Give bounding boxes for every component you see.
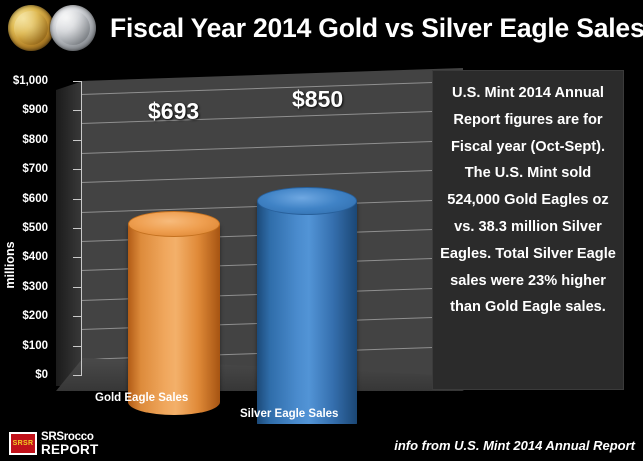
chart-title: Fiscal Year 2014 Gold vs Silver Eagle Sa…	[110, 13, 643, 43]
y-axis-tick	[73, 139, 82, 141]
y-axis-tick-label: $100	[22, 339, 48, 352]
gridline	[81, 139, 463, 154]
logo-mark-text: SRSR	[12, 440, 34, 447]
y-axis-tick-label: $600	[22, 192, 48, 205]
logo-line-2: REPORT	[41, 442, 99, 457]
y-axis-tick	[73, 316, 82, 318]
y-axis-tick-label: $200	[22, 310, 48, 323]
y-axis-tick-label: $0	[35, 369, 48, 381]
plot-area	[52, 58, 464, 437]
y-axis-tick-label: $800	[22, 133, 48, 146]
bar-value-label: $693	[148, 98, 200, 124]
logo-line-1: SRSrocco	[41, 431, 94, 443]
bar-cylinder	[128, 211, 220, 415]
gridline	[81, 110, 463, 125]
y-axis-tick	[73, 169, 82, 171]
y-axis-tick-label: $1,000	[12, 75, 48, 87]
y-axis-tick-label: $300	[22, 280, 48, 293]
annotation-textbox: U.S. Mint 2014 Annual Report figures are…	[432, 70, 624, 390]
bar-cylinder-body	[257, 201, 357, 437]
chart-header: Fiscal Year 2014 Gold vs Silver Eagle Sa…	[0, 0, 643, 54]
coin-images	[6, 3, 104, 51]
category-label: Silver Eagle Sales	[240, 408, 339, 420]
y-axis: millions $1,000 $900 $800 $700 $600 $500 $400 $…	[0, 58, 52, 388]
bar-cylinder	[257, 187, 357, 437]
gridline	[81, 169, 463, 184]
silver-eagle-coin-icon	[50, 5, 96, 51]
y-axis-tick	[73, 286, 82, 288]
y-axis-title: millions	[3, 241, 17, 289]
y-axis-tick	[73, 345, 82, 347]
category-label: Gold Eagle Sales	[95, 392, 189, 404]
y-axis-tick-label: $400	[22, 251, 48, 264]
srsrocco-logo: SRSR SRSrocco REPORT	[9, 431, 161, 457]
logo-wordmark: SRSrocco REPORT	[41, 431, 161, 457]
y-axis-tick	[73, 228, 82, 229]
y-axis-tick	[73, 81, 82, 82]
bar-cylinder-body	[128, 224, 220, 415]
bar-value-label: $850	[292, 86, 344, 112]
source-note: info from U.S. Mint 2014 Annual Report	[394, 438, 635, 453]
gridline	[81, 81, 463, 95]
bar-cylinder-top	[128, 211, 220, 238]
srsrocco-logo-mark-icon: SRSR	[9, 432, 37, 455]
y-axis-tick	[73, 198, 82, 200]
y-axis-tick	[73, 110, 82, 112]
gold-eagle-coin-icon	[8, 5, 54, 51]
bar-cylinder-top	[257, 187, 357, 216]
chart-footer	[0, 424, 643, 461]
y-axis-tick-label: $700	[22, 163, 48, 176]
y-axis-tick-label: $500	[22, 222, 48, 234]
y-axis-tick-label: $900	[22, 104, 48, 117]
plot-side-wall	[56, 81, 83, 386]
y-axis-tick	[73, 375, 82, 376]
y-axis-tick	[73, 257, 82, 259]
